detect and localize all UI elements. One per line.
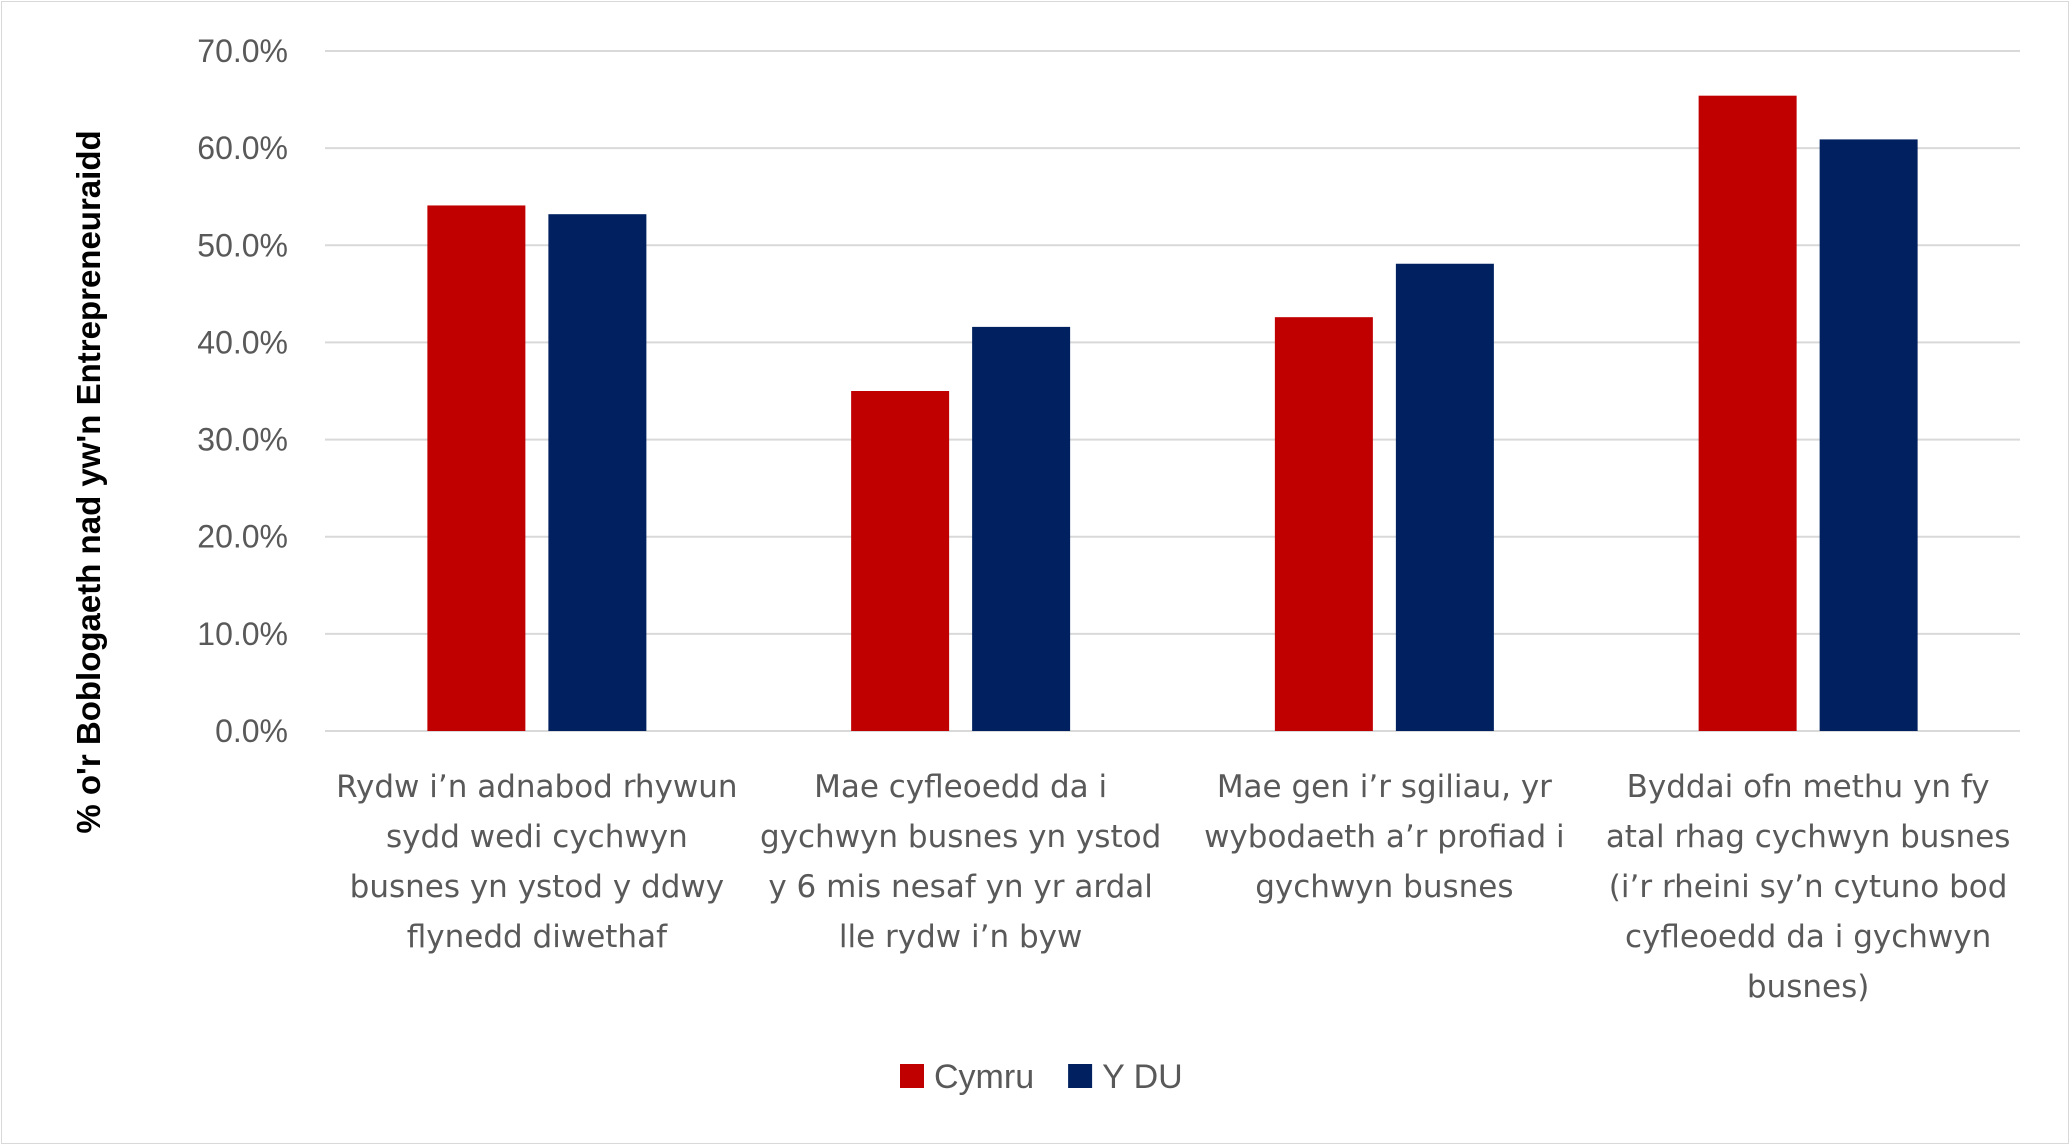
legend-swatch bbox=[1068, 1064, 1093, 1088]
y-tick-label: 60.0% bbox=[197, 130, 288, 166]
y-tick-label: 50.0% bbox=[197, 227, 288, 263]
x-category-label: Mae cyfleoedd da i gychwyn busnes yn ysto… bbox=[760, 769, 1161, 955]
y-tick-label: 10.0% bbox=[197, 616, 288, 652]
y-axis-title: % o'r Boblogaeth nad yw'n Entrepreneurai… bbox=[70, 130, 107, 833]
legend-entry: Y DU bbox=[1102, 1058, 1183, 1096]
bar-y-du bbox=[1819, 139, 1918, 731]
bar-y-du bbox=[548, 214, 647, 731]
bar-y-du bbox=[1395, 263, 1494, 731]
y-tick-label: 40.0% bbox=[197, 324, 288, 360]
y-tick-label: 0.0% bbox=[215, 713, 288, 749]
x-category-label: Mae gen i’r sgiliau, yr wybodaeth a’r pro… bbox=[1204, 769, 1565, 905]
bar-cymru bbox=[1698, 95, 1797, 731]
bar-y-du bbox=[972, 326, 1071, 731]
bar-cymru bbox=[851, 391, 950, 731]
y-tick-label: 70.0% bbox=[197, 33, 288, 69]
x-category-label: Byddai ofn methu yn fy atal rhag cychwyn … bbox=[1606, 769, 2011, 1005]
y-tick-label: 20.0% bbox=[197, 519, 288, 555]
bar-cymru bbox=[1274, 317, 1373, 731]
bar-cymru bbox=[427, 205, 526, 731]
y-tick-label: 30.0% bbox=[197, 422, 288, 458]
legend-entry: Cymru bbox=[934, 1058, 1034, 1096]
x-category-label: Rydw i’n adnabod rhywun sydd wedi cychwyn… bbox=[336, 769, 737, 955]
legend-swatch bbox=[900, 1064, 924, 1088]
